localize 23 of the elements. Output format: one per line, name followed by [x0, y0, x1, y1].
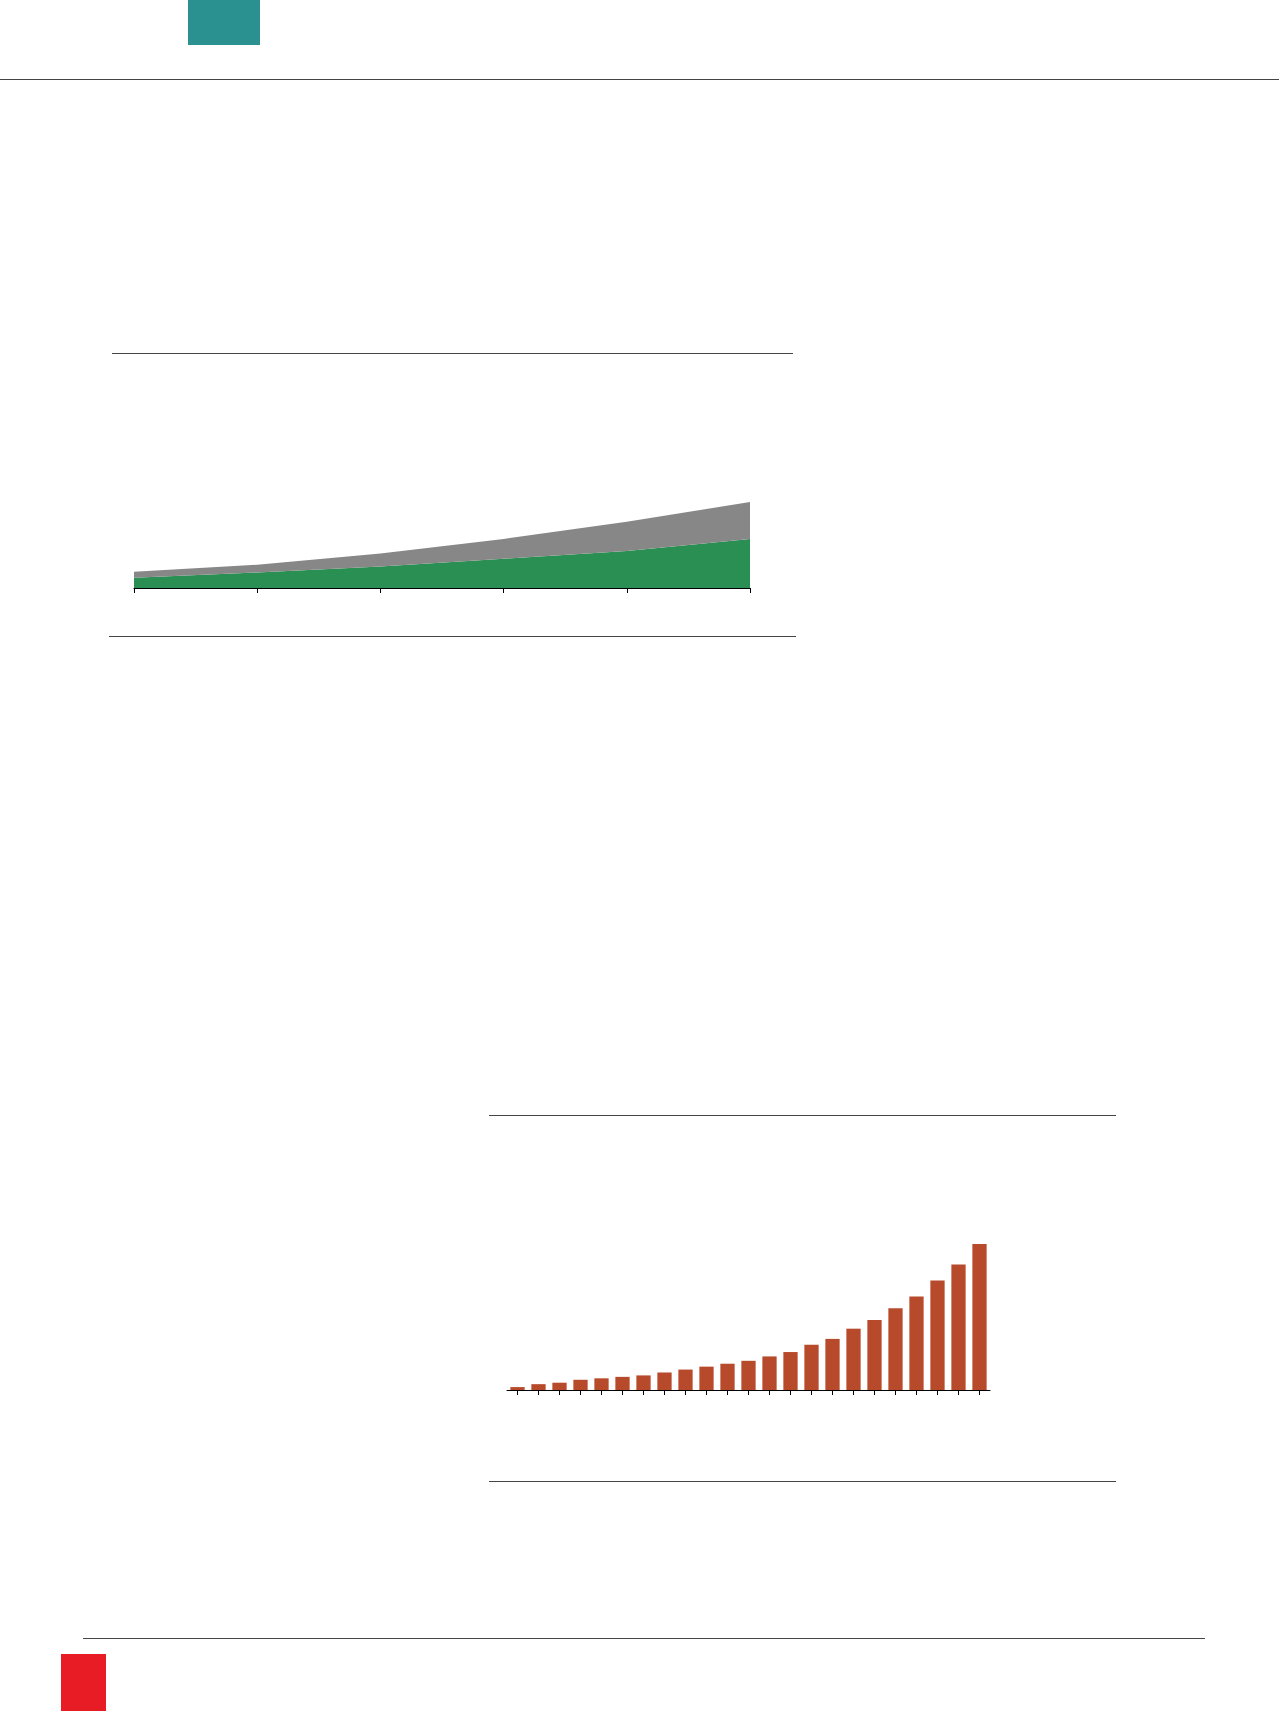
- bar: [846, 1328, 861, 1390]
- bar: [867, 1319, 882, 1390]
- bar: [741, 1360, 756, 1390]
- bar: [678, 1369, 693, 1390]
- bar: [510, 1387, 525, 1390]
- bar: [573, 1379, 588, 1390]
- bar: [930, 1280, 945, 1390]
- bar: [615, 1376, 630, 1390]
- bar: [552, 1382, 567, 1390]
- bar: [783, 1352, 798, 1390]
- bar: [825, 1338, 840, 1390]
- bar: [699, 1366, 714, 1390]
- bar: [888, 1308, 903, 1390]
- bar: [909, 1296, 924, 1390]
- bar: [972, 1244, 987, 1390]
- bar: [594, 1378, 609, 1390]
- bar: [951, 1264, 966, 1390]
- bar: [636, 1375, 651, 1390]
- bar: [762, 1356, 777, 1390]
- bar: [657, 1372, 672, 1390]
- bar: [531, 1384, 546, 1390]
- bar: [804, 1344, 819, 1390]
- bar: [720, 1363, 735, 1390]
